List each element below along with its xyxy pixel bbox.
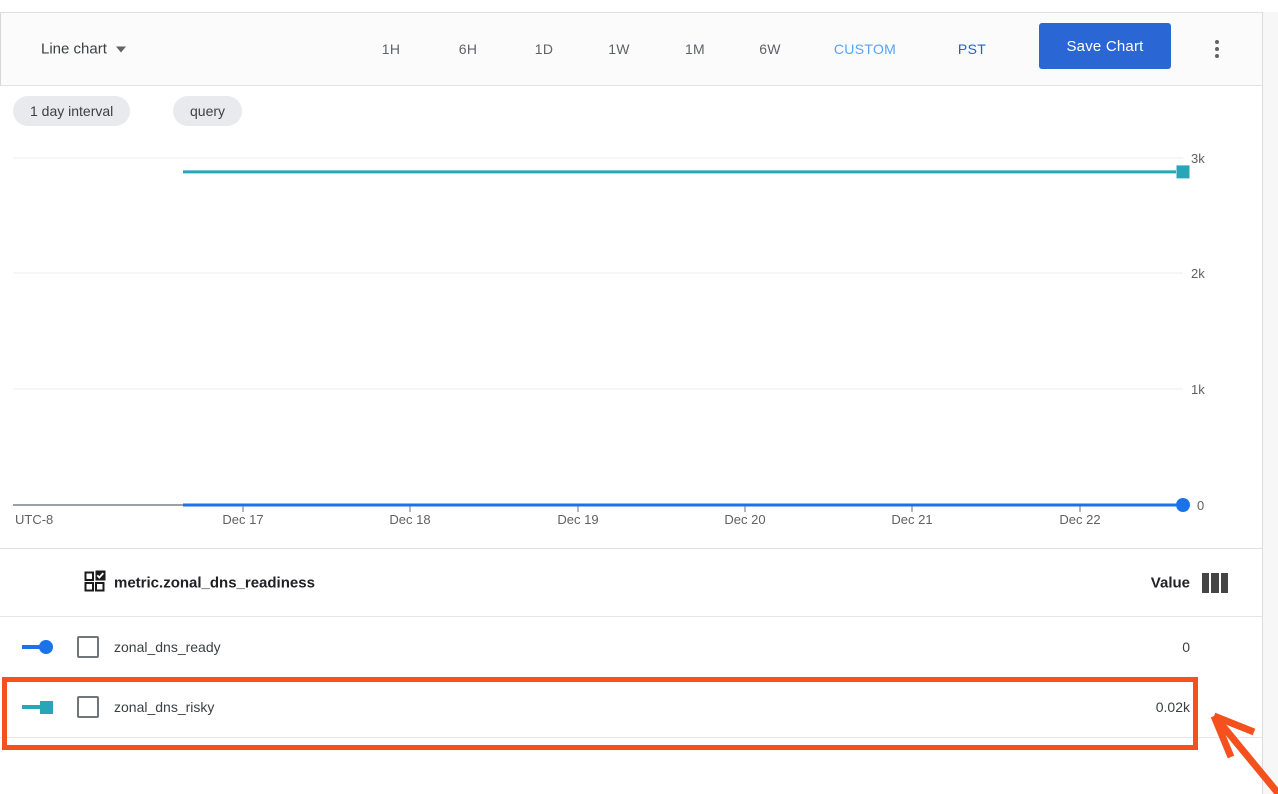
series-value: 0.02k [1155, 699, 1190, 715]
legend-row-zonal-dns-ready[interactable]: zonal_dns_ready 0 [0, 617, 1262, 677]
x-axis-tick-label: Dec 21 [891, 512, 932, 527]
time-range-6h[interactable]: 6H [458, 41, 478, 57]
y-axis-tick-label: 3k [1191, 151, 1205, 166]
chart-type-label: Line chart [41, 40, 107, 58]
time-range-custom[interactable]: CUSTOM [833, 41, 897, 57]
series-square-marker-icon [40, 701, 53, 714]
x-axis-tick-label: Dec 17 [222, 512, 263, 527]
chart-toolbar: Line chart 1H 6H 1D 1W 1M 6W CUSTOM PST … [0, 13, 1263, 86]
save-chart-button[interactable]: Save Chart [1039, 23, 1171, 69]
y-axis-tick-label: 0 [1197, 498, 1204, 513]
scrollbar-gutter [1262, 12, 1278, 794]
time-range-1m[interactable]: 1M [684, 41, 706, 57]
series-checkbox[interactable] [77, 696, 99, 718]
x-axis-tick-label: Dec 22 [1059, 512, 1100, 527]
y-axis-tick-label: 1k [1191, 382, 1205, 397]
x-axis-tick-label: Dec 19 [557, 512, 598, 527]
x-axis-tick-label: Dec 20 [724, 512, 765, 527]
top-divider [0, 12, 1262, 13]
legend-header: metric.zonal_dns_readiness Value [0, 549, 1262, 616]
time-range-1d[interactable]: 1D [534, 41, 554, 57]
time-range-1h[interactable]: 1H [381, 41, 401, 57]
column-settings-icon[interactable] [1202, 573, 1228, 593]
overflow-menu-button[interactable] [1206, 13, 1228, 85]
time-range-6w[interactable]: 6W [759, 41, 781, 57]
y-axis-tick-label: 2k [1191, 266, 1205, 281]
chevron-down-icon [115, 46, 126, 52]
series-layer [183, 165, 1190, 512]
kebab-icon [1215, 40, 1219, 44]
series-circle-marker-icon [39, 640, 53, 654]
chart-type-dropdown[interactable]: Line chart [41, 41, 126, 58]
series-label: zonal_dns_ready [114, 639, 221, 655]
series-label: zonal_dns_risky [114, 699, 215, 715]
row-divider [0, 737, 1262, 738]
legend-metric-title: metric.zonal_dns_readiness [114, 574, 315, 591]
timezone-pst-button[interactable]: PST [957, 41, 987, 57]
value-column-header: Value [1150, 574, 1190, 591]
interval-chip[interactable]: 1 day interval [13, 96, 131, 126]
x-axis-tick-label: Dec 18 [389, 512, 430, 527]
select-all-series-icon[interactable] [84, 570, 106, 592]
series-line-swatch-icon [22, 705, 52, 709]
timeseries-chart-plot-area[interactable]: 3k 2k 1k 0 UTC-8 Dec 17 Dec 18 Dec 19 De… [0, 140, 1262, 545]
legend-top-divider [0, 548, 1262, 549]
series-value: 0 [1182, 639, 1190, 655]
legend-row-zonal-dns-risky[interactable]: zonal_dns_risky 0.02k [0, 677, 1262, 737]
time-range-1w[interactable]: 1W [608, 41, 630, 57]
utc-offset-label: UTC-8 [15, 512, 53, 527]
query-chip[interactable]: query [173, 96, 243, 126]
series-checkbox[interactable] [77, 636, 99, 658]
series-line-swatch-icon [22, 645, 52, 649]
row-divider [0, 616, 1262, 617]
